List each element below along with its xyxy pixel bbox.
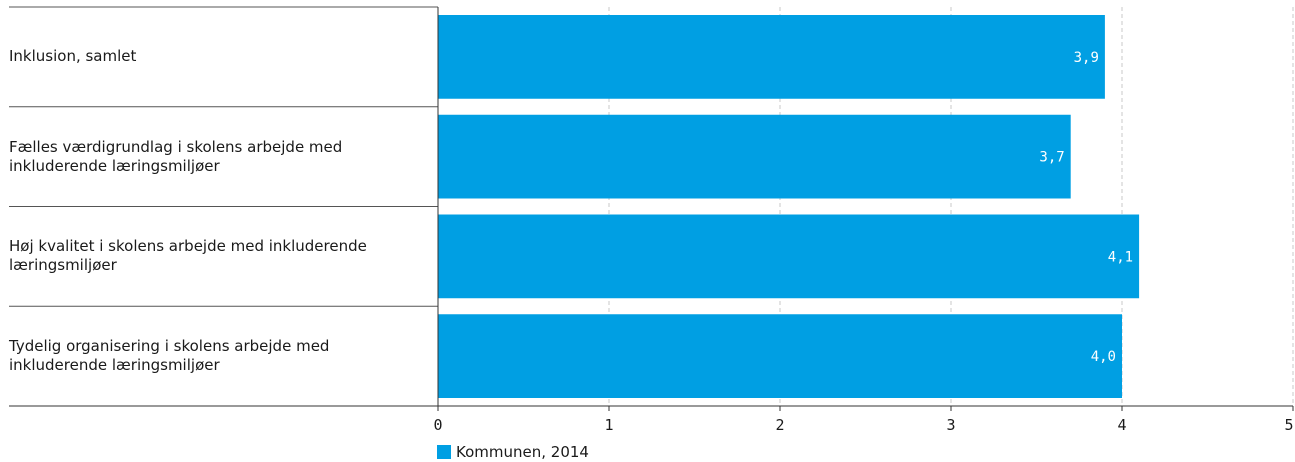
category-label: Tydelig organisering i skolens arbejde m… <box>9 337 409 375</box>
category-label-line: læringsmiljøer <box>9 256 117 275</box>
x-tick-label: 1 <box>604 416 613 434</box>
x-tick-label: 5 <box>1284 416 1293 434</box>
bar <box>438 15 1105 99</box>
x-tick-label: 3 <box>946 416 955 434</box>
bar-value-label: 3,9 <box>1074 50 1099 66</box>
category-label-line: Høj kvalitet i skolens arbejde med inklu… <box>9 237 367 256</box>
category-label-line: inkluderende læringsmiljøer <box>9 156 220 175</box>
category-label: Høj kvalitet i skolens arbejde med inklu… <box>9 237 409 275</box>
legend-label: Kommunen, 2014 <box>456 443 589 461</box>
x-tick-label: 4 <box>1117 416 1126 434</box>
bar <box>438 314 1122 398</box>
bar-value-label: 3,7 <box>1039 150 1064 166</box>
bar-value-label: 4,0 <box>1091 349 1116 365</box>
bar <box>438 114 1071 199</box>
category-label-line: Fælles værdigrundlag i skolens arbejde m… <box>9 137 343 156</box>
legend: Kommunen, 2014 <box>437 444 589 460</box>
bar <box>438 214 1140 299</box>
category-label: Fælles værdigrundlag i skolens arbejde m… <box>9 138 409 176</box>
bar-value-label: 4,1 <box>1108 249 1133 265</box>
category-label-line: inkluderende læringsmiljøer <box>9 356 220 375</box>
category-label-line: Tydelig organisering i skolens arbejde m… <box>9 337 330 356</box>
x-tick-label: 2 <box>775 416 784 434</box>
category-label: Inklusion, samlet <box>9 47 409 66</box>
category-label-line: Inklusion, samlet <box>9 47 137 66</box>
x-tick-label: 0 <box>433 416 442 434</box>
legend-swatch <box>437 445 451 459</box>
